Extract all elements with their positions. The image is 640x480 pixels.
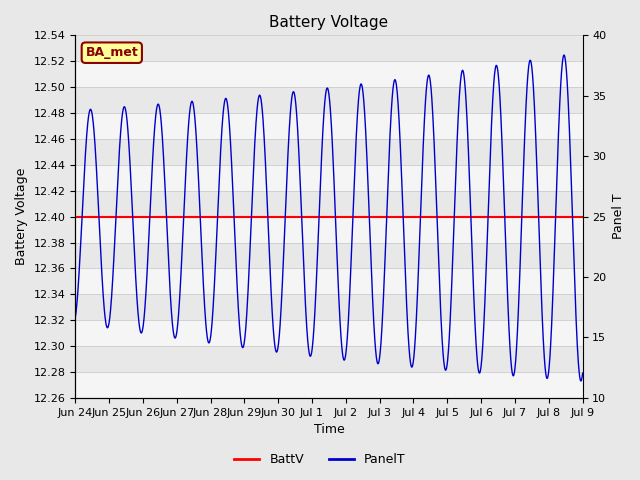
Y-axis label: Battery Voltage: Battery Voltage [15, 168, 28, 265]
Y-axis label: Panel T: Panel T [612, 194, 625, 240]
X-axis label: Time: Time [314, 423, 344, 436]
Bar [76, 372, 582, 398]
Text: BA_met: BA_met [85, 46, 138, 59]
Bar [76, 216, 582, 242]
Bar [76, 165, 582, 191]
Title: Battery Voltage: Battery Voltage [269, 15, 388, 30]
Bar [76, 61, 582, 87]
Bar [76, 268, 582, 294]
Legend: BattV, PanelT: BattV, PanelT [229, 448, 411, 471]
Bar [76, 113, 582, 139]
Bar [76, 320, 582, 346]
